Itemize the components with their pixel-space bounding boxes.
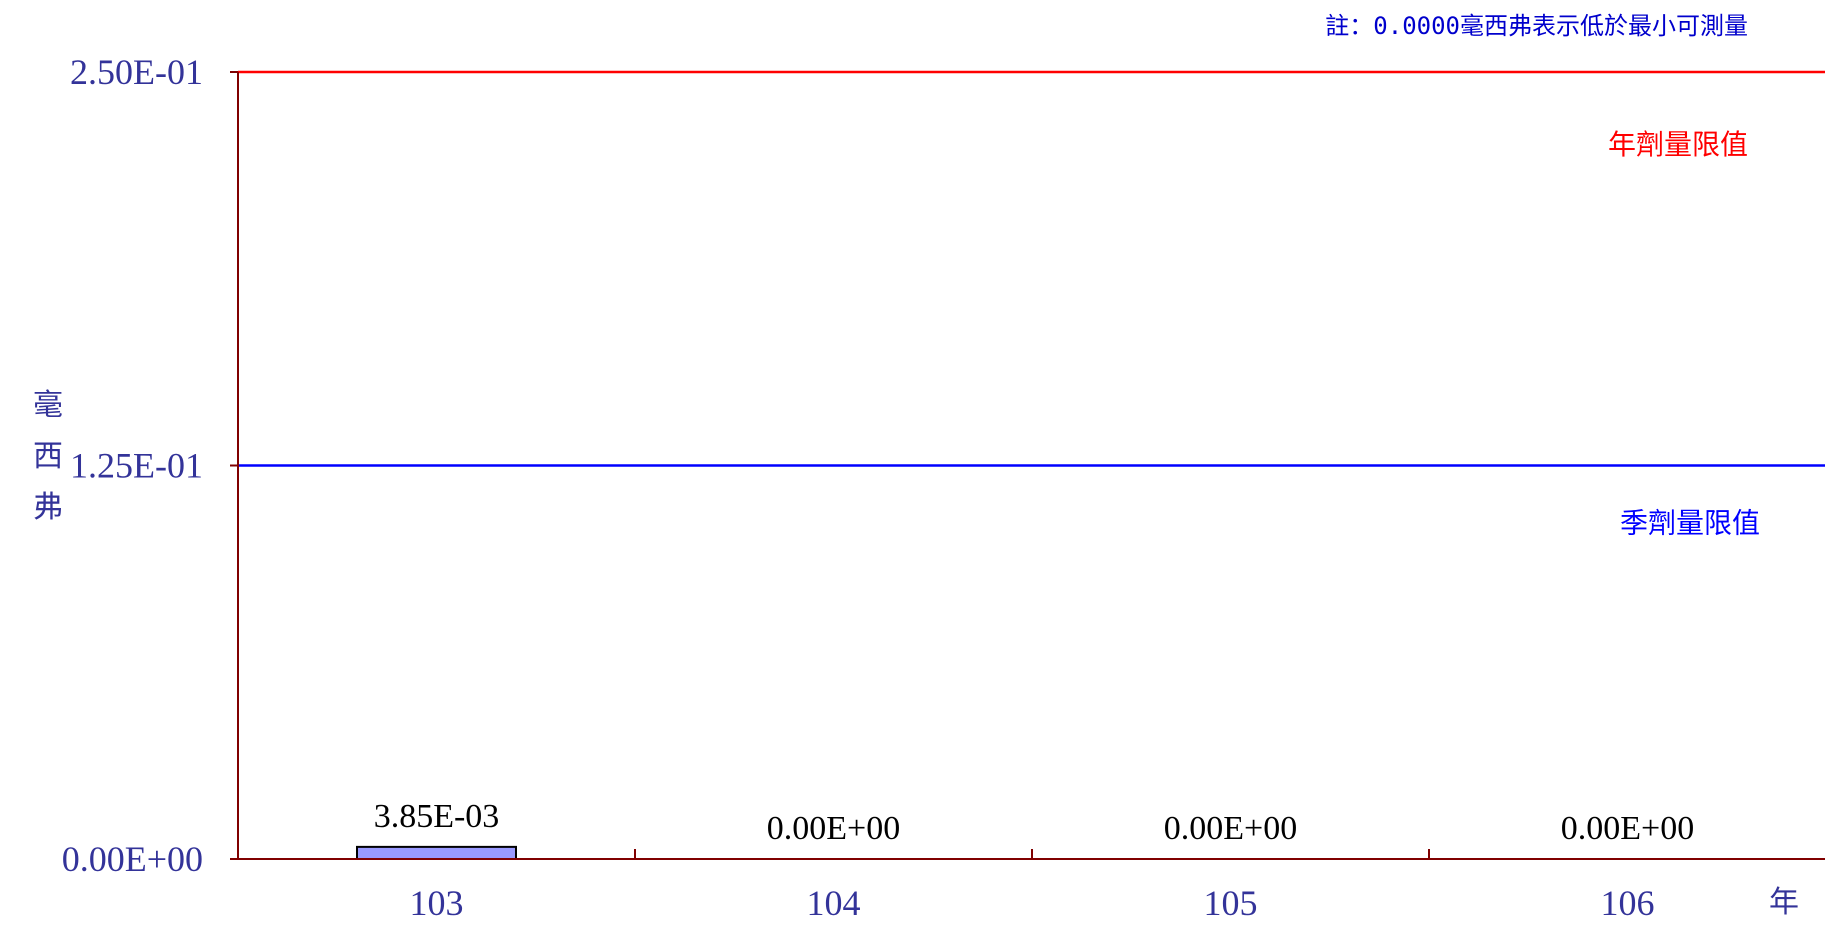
y-axis-label: 毫 西 弗: [33, 389, 71, 524]
y-axis-label-char: 西: [33, 440, 63, 473]
y-tick-label: 1.25E-01: [70, 446, 203, 486]
y-axis-label-char: 毫: [33, 389, 63, 422]
y-axis-label-char: 弗: [33, 491, 63, 524]
data-label: 3.85E-03: [374, 798, 500, 835]
bar: [356, 845, 517, 860]
y-tick-label: 2.50E-01: [70, 52, 203, 92]
x-tick-label: 103: [410, 883, 464, 923]
y-tick-label: 0.00E+00: [62, 839, 203, 879]
x-axis-ticks: 103 104 105 106: [410, 849, 1655, 923]
reference-line-label: 季劑量限值: [1620, 507, 1760, 540]
data-labels: 3.85E-03 0.00E+00 0.00E+00 0.00E+00: [374, 798, 1695, 847]
reference-line-label: 年劑量限值: [1608, 128, 1748, 161]
data-label: 0.00E+00: [767, 810, 900, 847]
data-label: 0.00E+00: [1561, 810, 1694, 847]
data-label: 0.00E+00: [1164, 810, 1297, 847]
x-tick-label: 106: [1601, 883, 1655, 923]
chart-note: 註：0.0000毫西弗表示低於最小可測量: [1325, 12, 1748, 40]
y-axis-ticks: 0.00E+00 1.25E-01 2.50E-01: [62, 52, 238, 879]
bars: [356, 845, 517, 860]
x-tick-label: 104: [807, 883, 861, 923]
x-axis-label: 年: [1769, 886, 1799, 919]
x-tick-label: 105: [1204, 883, 1258, 923]
